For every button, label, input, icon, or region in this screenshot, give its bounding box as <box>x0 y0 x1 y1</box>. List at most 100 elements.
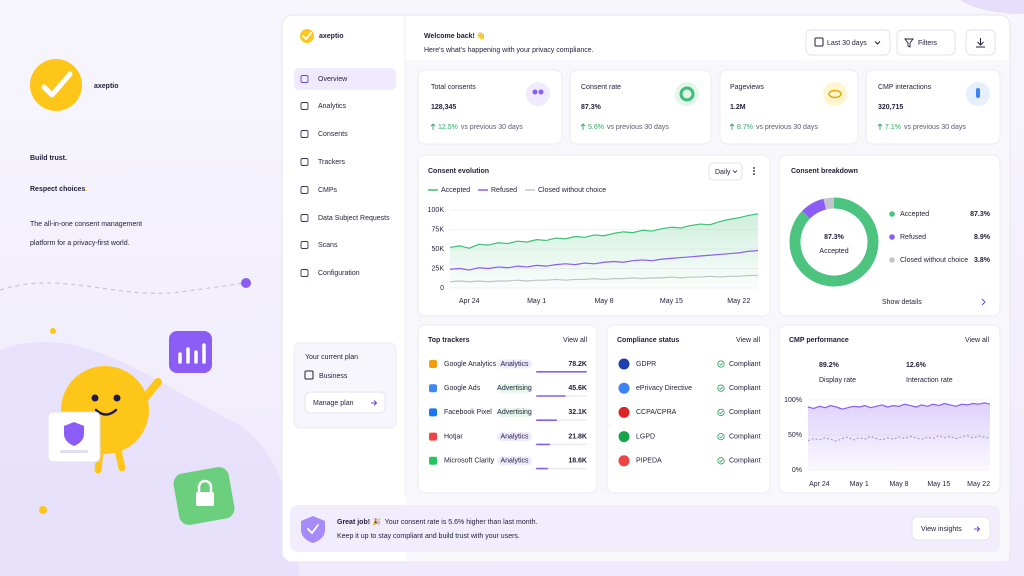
tracker-name: Google Analytics <box>444 361 497 368</box>
compliance-status: Compliant <box>729 458 761 465</box>
legend-label: Accepted <box>441 187 470 194</box>
cmp-stat-label: Interaction rate <box>906 377 953 384</box>
tracker-bar-track <box>536 467 587 470</box>
kpi-change-value: 8.7% <box>737 124 753 131</box>
tracker-tag-label: Analytics <box>500 433 529 440</box>
tracker-tag <box>497 359 532 369</box>
nav-icon <box>300 158 309 166</box>
filters-button[interactable] <box>896 29 956 56</box>
x-tick-label: Apr 24 <box>809 481 830 488</box>
mascot-shield <box>64 422 84 446</box>
legend-dot <box>889 234 895 240</box>
compliance-card <box>606 324 771 494</box>
granularity-label[interactable]: Daily <box>715 169 731 176</box>
tracker-tag <box>497 432 532 442</box>
view-insights-button[interactable] <box>911 516 991 541</box>
legend-value: 87.3% <box>970 211 991 218</box>
card-title: Compliance status <box>617 337 679 344</box>
line <box>449 274 758 283</box>
nav-item[interactable]: Trackers <box>318 159 345 166</box>
compliance-name: CCPA/CPRA <box>636 409 677 416</box>
nav-item[interactable]: Overview <box>318 76 348 83</box>
tracker-tag-label: Analytics <box>500 458 529 465</box>
brand-logo-check <box>41 71 73 98</box>
x-tick-label: May 22 <box>727 298 750 305</box>
kpi-value: 320,715 <box>878 104 903 111</box>
tracker-tag <box>497 383 532 393</box>
compliance-status: Compliant <box>729 409 761 416</box>
banner-subtext: Keep it up to stay compliant and build t… <box>337 533 520 540</box>
decor-dot <box>241 278 251 288</box>
banner-text: Great job! 🎉 Your consent rate is 5.6% hi… <box>337 517 537 526</box>
view-all-link[interactable]: View all <box>563 337 587 344</box>
compliance-flag <box>618 455 630 467</box>
sidebar-logo-check <box>302 32 312 41</box>
tracker-value: 78.2K <box>568 361 587 368</box>
kpi-label: Consent rate <box>581 84 621 91</box>
mascot-smile <box>94 408 118 416</box>
plan-icon <box>304 370 314 380</box>
kpi-value: 128,345 <box>431 104 456 111</box>
nav-item[interactable]: Analytics <box>318 103 347 110</box>
brand-name: axeptio <box>94 83 119 90</box>
decor-lock-body <box>196 492 214 506</box>
nav-item[interactable]: Scans <box>318 242 338 249</box>
kpi-value: 1.2M <box>730 104 746 111</box>
more-dot[interactable] <box>753 167 755 169</box>
view-all-link[interactable]: View all <box>965 337 989 344</box>
kpi-icon-glyph <box>679 86 695 102</box>
cmp-stat-value: 12.6% <box>906 362 927 369</box>
kpi-card <box>417 69 563 145</box>
show-details-link[interactable]: Show details <box>882 299 922 306</box>
filters-label[interactable]: Filters <box>918 40 938 47</box>
range-button[interactable] <box>805 29 891 56</box>
compliance-name: GDPR <box>636 361 656 368</box>
kpi-change: 12.5% vs previous 30 days <box>438 124 523 131</box>
compliance-status: Compliant <box>729 385 761 392</box>
nav-item[interactable]: Consents <box>318 131 348 138</box>
hero-tagline: The all-in-one consent management <box>30 221 142 228</box>
donut-segment <box>789 197 879 287</box>
nav-item[interactable]: CMPs <box>318 187 338 194</box>
legend-dot <box>889 257 895 263</box>
nav-icon <box>300 241 309 249</box>
nav-item[interactable]: Data Subject Requests <box>318 215 390 222</box>
nav-icon <box>300 102 309 110</box>
kpi-icon-glyph <box>532 89 538 95</box>
view-insights-label[interactable]: View insights <box>921 526 962 533</box>
tracker-tag-label: Advertising <box>497 385 532 392</box>
banner <box>290 505 1000 552</box>
plan-label: Your current plan <box>305 354 358 361</box>
decor-dashed-curve <box>0 282 246 294</box>
tracker-tag <box>497 456 532 466</box>
nav: Overview Analytics Consents Trackers CMPs Dat… <box>300 75 390 277</box>
kpi-icon-glyph <box>828 89 842 99</box>
range-calendar-icon <box>814 37 824 47</box>
area <box>808 402 990 470</box>
compliance-check <box>717 384 725 392</box>
nav-icon <box>300 75 309 83</box>
kpi-change-text: vs previous 30 days <box>607 124 669 131</box>
tracker-bar <box>536 443 551 446</box>
manage-plan-button[interactable] <box>304 391 386 414</box>
manage-plan-label[interactable]: Manage plan <box>313 400 354 407</box>
legend-value: 8.9% <box>974 234 991 241</box>
granularity-chevron <box>732 170 738 174</box>
x-tick-label: Apr 24 <box>459 298 480 305</box>
kpi-label: Total consents <box>431 84 476 91</box>
show-details-arrow <box>981 298 986 306</box>
nav-item[interactable]: Configuration <box>318 270 360 277</box>
mascot-eye <box>91 394 99 402</box>
download-icon <box>976 38 985 48</box>
granularity-select[interactable] <box>708 162 743 181</box>
range-label[interactable]: Last 30 days <box>827 40 867 47</box>
view-all-link[interactable]: View all <box>736 337 760 344</box>
legend-label: Closed without choice <box>900 257 968 264</box>
kpi-label: CMP interactions <box>878 84 932 91</box>
nav-icon <box>300 269 309 277</box>
kpi-change-text: vs previous 30 days <box>756 124 818 131</box>
hero-tagline: platform for a privacy-first world. <box>30 240 130 247</box>
plan-name: Business <box>319 373 348 380</box>
line <box>807 402 991 410</box>
